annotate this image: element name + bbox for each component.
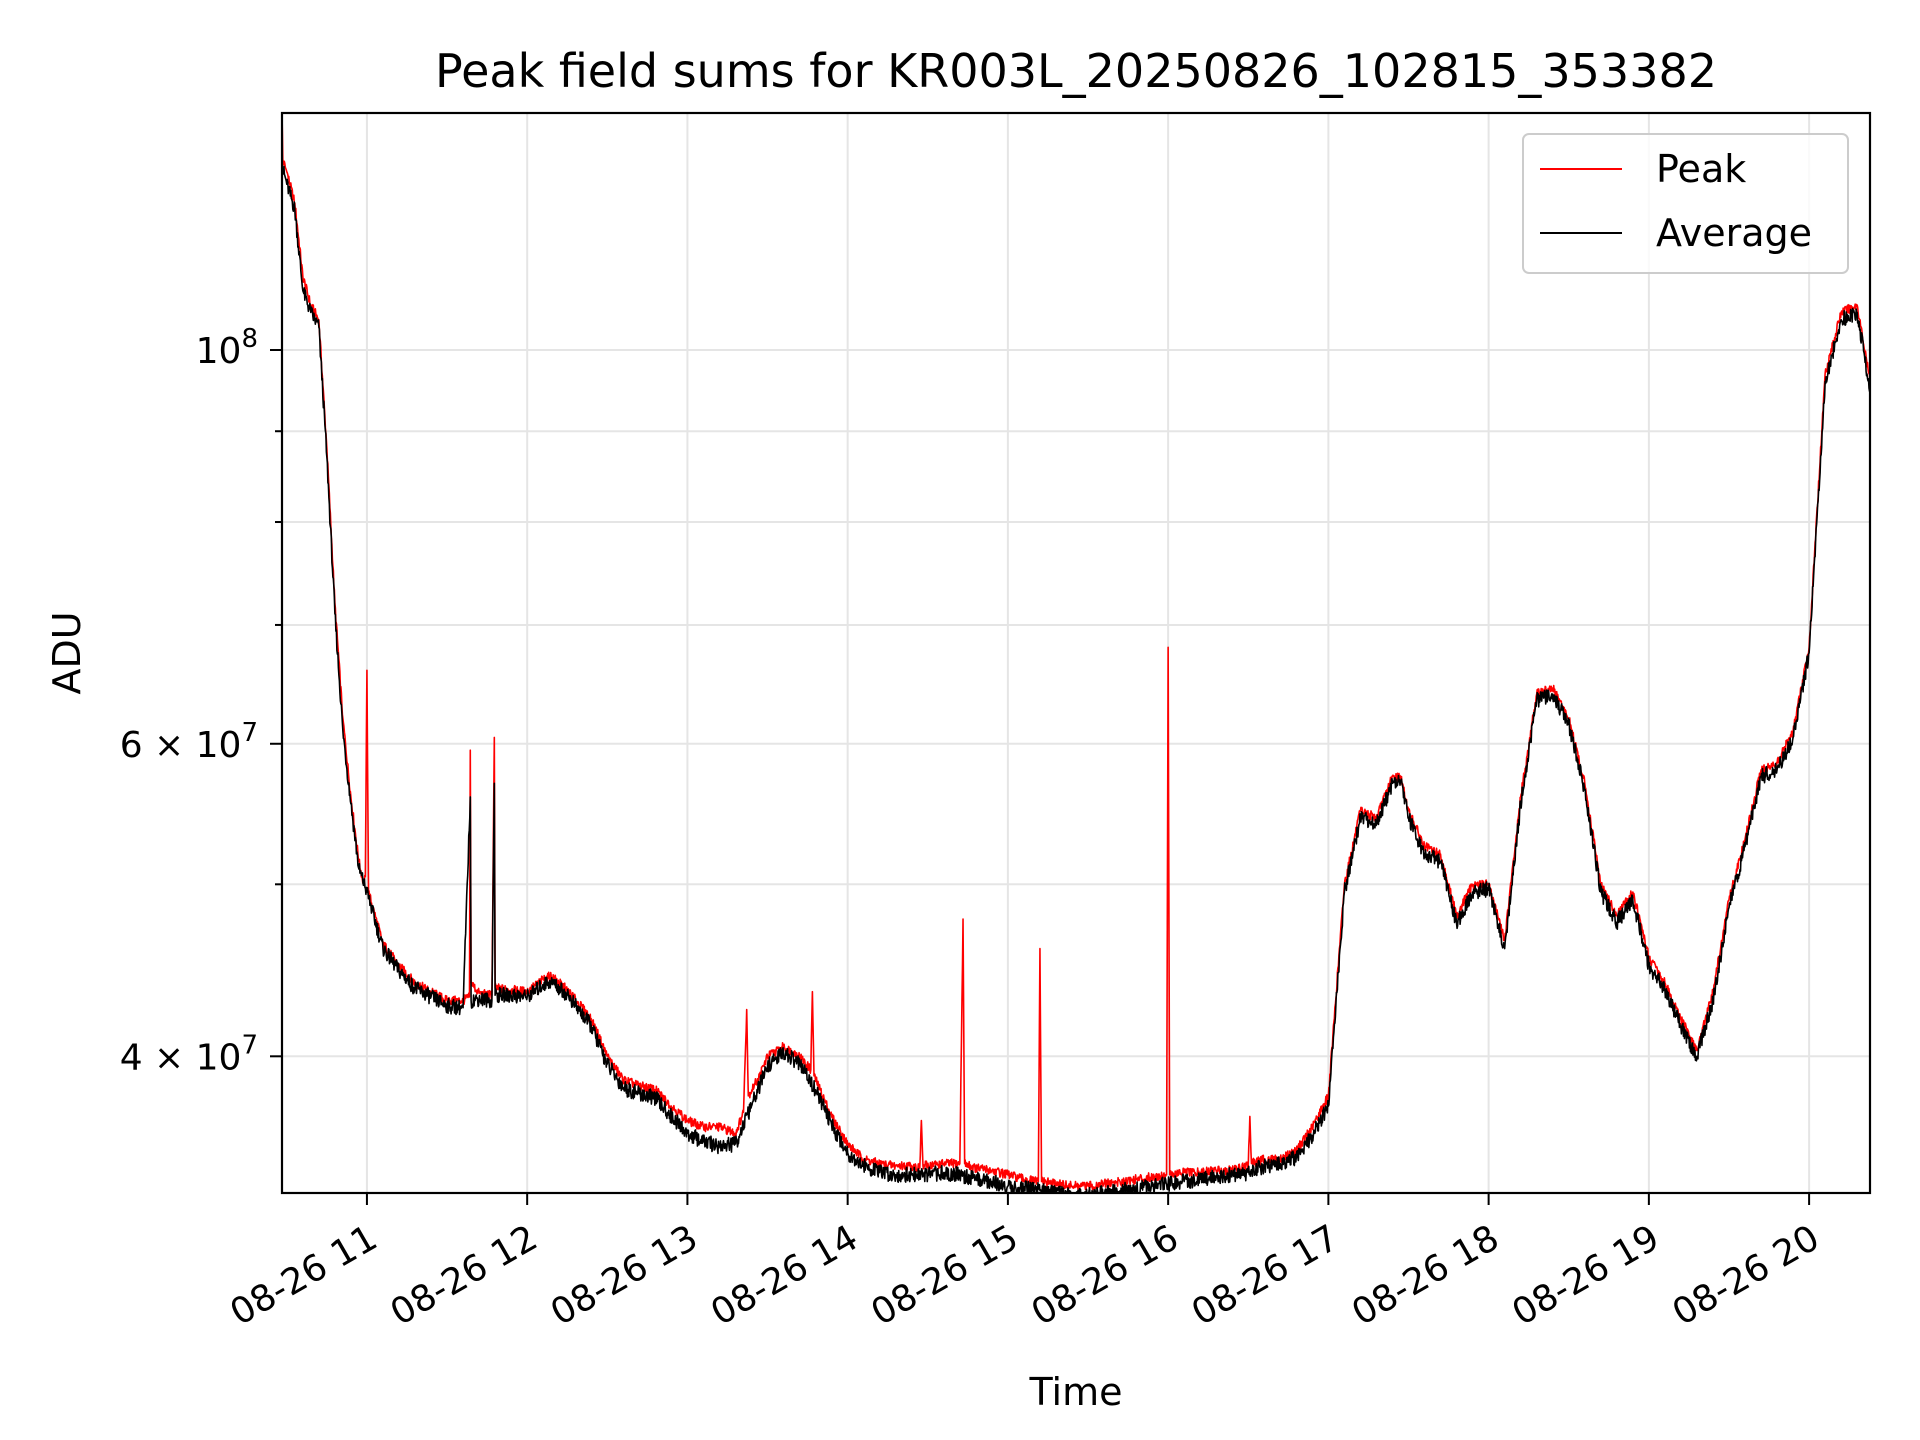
series-layer (282, 113, 1870, 1193)
y-tick-label: 6 × 107 (120, 718, 258, 766)
x-axis-label: Time (1029, 1370, 1123, 1414)
y-tick-label: 4 × 107 (120, 1030, 258, 1078)
legend: Peak Average (1522, 133, 1849, 274)
y-tick-label-base: 6 × 10 (120, 725, 242, 766)
legend-label-average: Average (1656, 211, 1812, 255)
y-tick-label: 108 (196, 324, 258, 372)
plot-frame (280, 111, 1872, 1195)
legend-label-peak: Peak (1656, 147, 1746, 191)
y-tick-label-exponent: 8 (241, 324, 258, 354)
y-tick-label-base: 10 (196, 331, 242, 372)
y-axis-label: ADU (45, 611, 89, 694)
y-tick-label-base: 4 × 10 (120, 1037, 242, 1078)
y-tick-label-exponent: 7 (241, 718, 258, 748)
series-line-average (282, 165, 1870, 1193)
chart-title: Peak field sums for KR003L_20250826_1028… (435, 44, 1717, 98)
y-tick-label-exponent: 7 (241, 1030, 258, 1060)
